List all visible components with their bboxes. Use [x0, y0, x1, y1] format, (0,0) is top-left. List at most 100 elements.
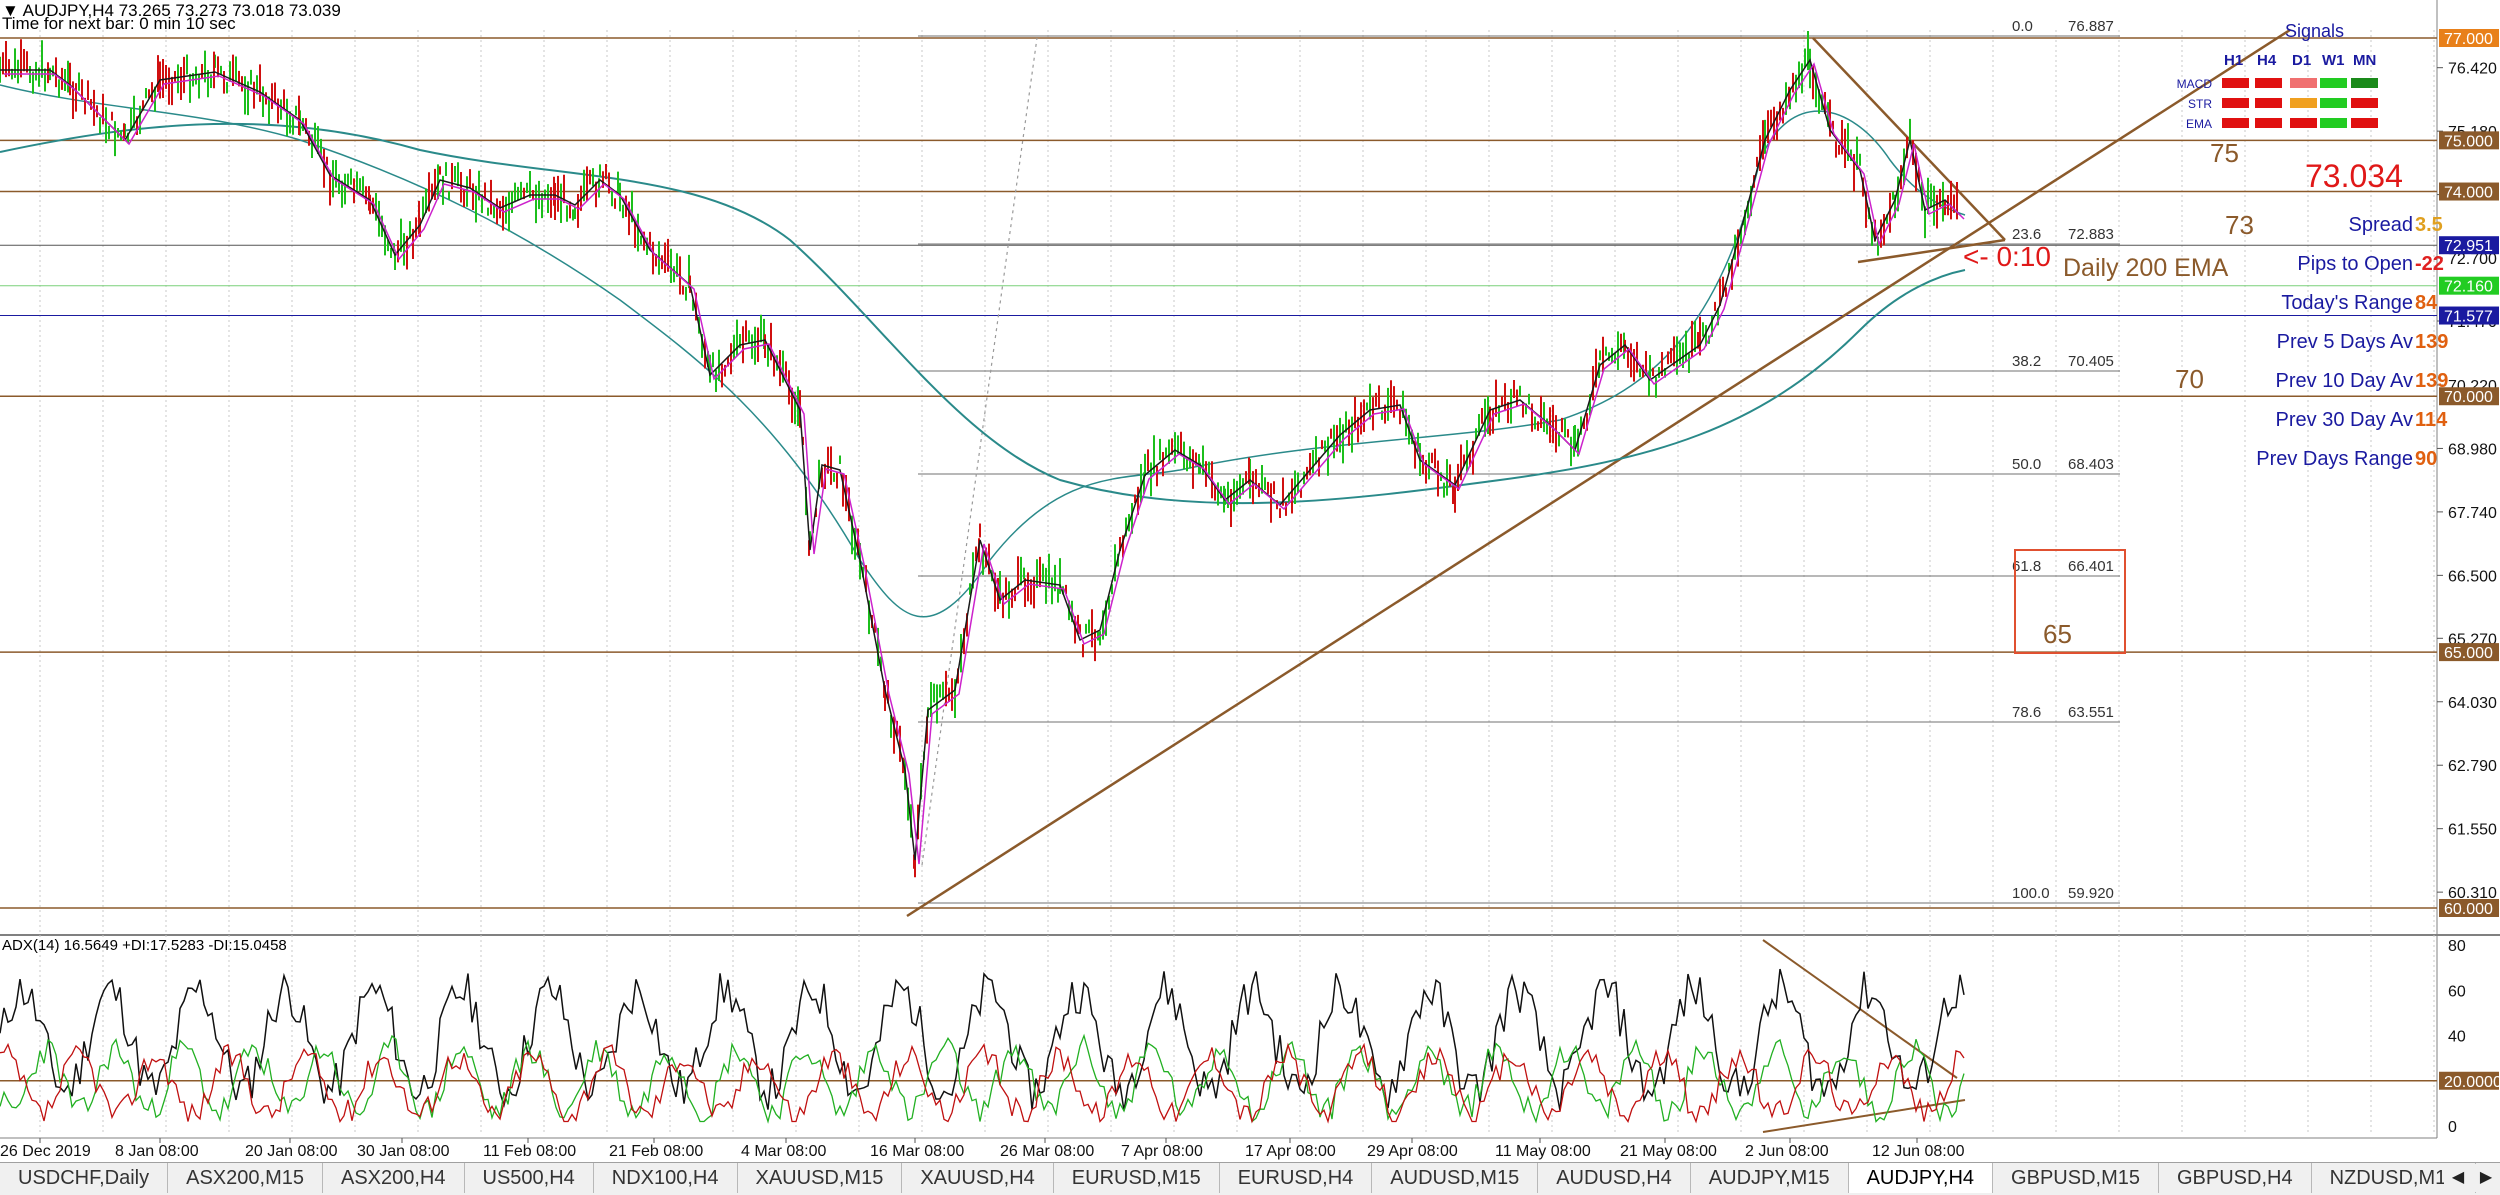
price-tick-label: 66.500	[2448, 568, 2497, 585]
signal-cell	[2255, 78, 2282, 88]
tab-scroll-left-icon[interactable]: ◀	[2444, 1164, 2472, 1192]
price-tick-label: 61.550	[2448, 822, 2497, 839]
time-tick-label: 4 Mar 08:00	[741, 1143, 826, 1160]
stat-label: Prev 5 Days Av	[2277, 331, 2413, 353]
signals-column-label: MN	[2353, 52, 2376, 69]
symbol-tab[interactable]: GBPUSD,H4	[2159, 1163, 2312, 1193]
chart-title: ▼ AUDJPY,H4 73.265 73.273 73.018 73.039	[2, 1, 341, 20]
symbol-tab[interactable]: EURUSD,M15	[1054, 1163, 1220, 1193]
signal-cell	[2320, 118, 2347, 128]
signals-column-label: D1	[2292, 52, 2311, 69]
time-tick-label: 21 Feb 08:00	[609, 1143, 703, 1160]
price-level-tag	[2439, 643, 2499, 662]
fib-price-label: 72.883	[2068, 226, 2114, 243]
price-level-tag	[2439, 182, 2499, 201]
price-level-tag-label: 70.000	[2444, 389, 2493, 406]
price-tick-label: 72.700	[2448, 251, 2497, 268]
fib-ratio-label: 50.0	[2012, 456, 2041, 473]
signal-cell	[2290, 78, 2317, 88]
stat-label: Prev 30 Day Av	[2276, 409, 2413, 431]
stat-value: 114	[2415, 409, 2448, 431]
signal-cell	[2222, 98, 2249, 108]
fib-ratio-label: 61.8	[2012, 558, 2041, 575]
signal-cell	[2351, 78, 2378, 88]
time-tick-label: 11 May 08:00	[1495, 1143, 1591, 1160]
fib-ratio-label: 78.6	[2012, 704, 2041, 721]
fib-price-label: 59.920	[2068, 885, 2114, 902]
signal-cell	[2290, 98, 2317, 108]
signal-cell	[2320, 78, 2347, 88]
signals-panel: Signals H1 H4 D1 W1 MN MACD STR EMA	[2177, 21, 2378, 131]
price-level-tag-label: 60.000	[2444, 901, 2493, 918]
fib-price-label: 63.551	[2068, 704, 2114, 721]
signal-cell	[2351, 118, 2378, 128]
price-tick-label: 60.310	[2448, 885, 2497, 902]
signal-cell	[2255, 98, 2282, 108]
signal-cell	[2222, 78, 2249, 88]
signal-cell	[2222, 118, 2249, 128]
symbol-tab[interactable]: AUDJPY,H4	[1848, 1163, 1994, 1193]
stat-value: 3.5	[2415, 214, 2443, 236]
price-level-tag-label: 77.000	[2444, 31, 2493, 48]
adx-lower-line	[1762, 1099, 1966, 1133]
wedge-lower-line	[1857, 238, 2006, 264]
countdown-label: <- 0:10	[1963, 241, 2051, 272]
time-tick-label: 29 Apr 08:00	[1367, 1143, 1458, 1160]
horizontal-levels	[0, 37, 2437, 1082]
price-level-tag	[2439, 29, 2499, 47]
signal-cell	[2290, 118, 2317, 128]
bar-timer: Time for next bar: 0 min 10 sec	[2, 14, 236, 33]
adx-tick-label: 80	[2448, 938, 2466, 955]
price-series	[0, 31, 1965, 878]
symbol-tab[interactable]: NDX100,H4	[594, 1163, 738, 1193]
minus-di-line	[0, 1042, 1965, 1124]
fib-price-label: 70.405	[2068, 353, 2114, 370]
tab-scroll-right-icon[interactable]: ▶	[2472, 1164, 2500, 1192]
chart-area[interactable]: 0.0 76.887 23.6 72.883 38.2 70.405 50.0 68.403 6…	[0, 0, 2500, 1162]
fib-ratio-label: 0.0	[2012, 18, 2033, 35]
annotations: 75 73 70 65 73.034 <- 0:10 Daily 200 EMA	[1963, 138, 2403, 649]
price-level-tag	[2439, 306, 2499, 325]
level-73-label: 73	[2225, 210, 2254, 240]
stat-value: 139	[2415, 370, 2448, 392]
symbol-tab[interactable]: ASX200,H4	[323, 1163, 465, 1193]
target-box	[2014, 549, 2126, 654]
price-level-tag	[2439, 276, 2499, 295]
price-level-tag-label: 65.000	[2444, 645, 2493, 662]
plus-di-line	[0, 1033, 1965, 1124]
fib-anchor-line	[921, 37, 1038, 866]
signal-cell	[2351, 98, 2378, 108]
adx-tick-label: 20.0000	[2444, 1074, 2500, 1091]
fib-price-label: 66.401	[2068, 558, 2114, 575]
symbol-tab[interactable]: GBPUSD,M15	[1993, 1163, 2159, 1193]
symbol-tab[interactable]: AUDJPY,M15	[1691, 1163, 1849, 1193]
symbol-tab[interactable]: AUDUSD,M15	[1372, 1163, 1539, 1193]
price-level-tag	[2439, 236, 2499, 255]
time-tick-label: 26 Dec 2019	[0, 1143, 91, 1160]
symbol-tab[interactable]: US500,H4	[465, 1163, 594, 1193]
stat-value: 139	[2415, 331, 2448, 353]
fib-price-label: 76.887	[2068, 18, 2114, 35]
price-level-tag-label: 75.000	[2444, 133, 2493, 150]
price-level-tag	[2439, 387, 2499, 406]
signal-cell	[2320, 98, 2347, 108]
time-tick-label: 16 Mar 08:00	[870, 1143, 964, 1160]
fast-ma-line	[4, 62, 1965, 865]
time-tick-label: 21 May 08:00	[1620, 1143, 1717, 1160]
time-axis: 26 Dec 2019 8 Jan 08:00 20 Jan 08:00 30 Jan…	[0, 1138, 1965, 1160]
symbol-tab[interactable]: AUDUSD,H4	[1538, 1163, 1691, 1193]
stat-label: Prev 10 Day Av	[2276, 370, 2413, 392]
symbol-tab[interactable]: XAUUSD,M15	[738, 1163, 903, 1193]
symbol-tab[interactable]: USDCHF,Daily	[0, 1163, 169, 1193]
price-level-tag-label: 72.951	[2444, 238, 2493, 255]
price-level-tag-label: 74.000	[2444, 185, 2493, 202]
price-tick-label: 67.740	[2448, 505, 2497, 522]
symbol-tab[interactable]: XAUUSD,H4	[902, 1163, 1054, 1193]
symbol-tab[interactable]: EURUSD,H4	[1220, 1163, 1373, 1193]
symbol-tab[interactable]: ASX200,M15	[168, 1163, 323, 1193]
price-level-tag	[2439, 899, 2499, 917]
level-75-label: 75	[2210, 138, 2239, 168]
time-tick-label: 7 Apr 08:00	[1121, 1143, 1203, 1160]
daily-ema-label: Daily 200 EMA	[2063, 254, 2229, 282]
